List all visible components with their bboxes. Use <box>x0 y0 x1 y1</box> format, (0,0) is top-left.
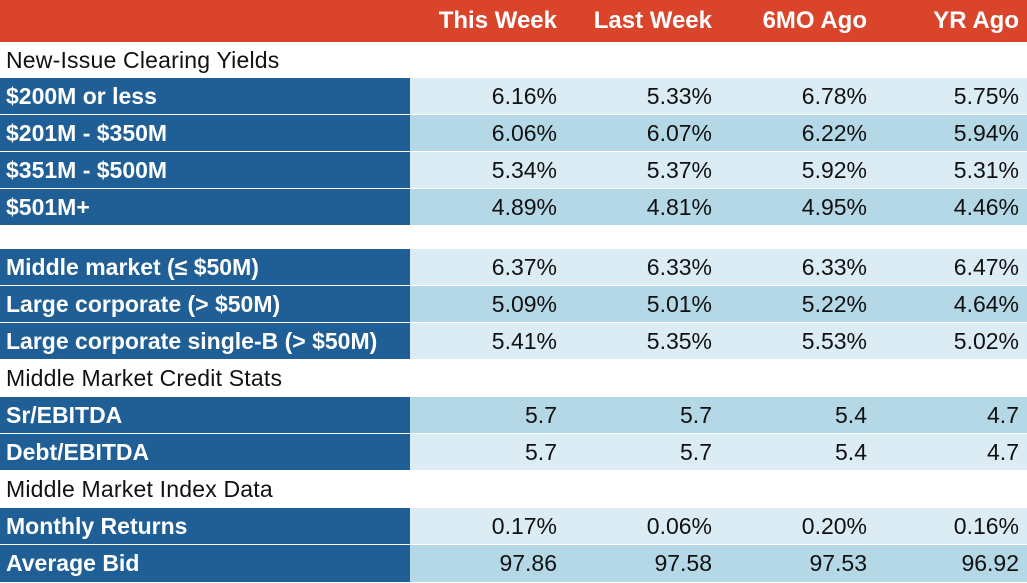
row-label: Average Bid <box>0 545 410 583</box>
cell-last-week: 5.7 <box>565 434 720 471</box>
cell-last-week: 0.06% <box>565 508 720 545</box>
section-title-credit-stats: Middle Market Credit Stats <box>0 360 1027 397</box>
cell-yr-ago: 96.92 <box>875 545 1027 583</box>
table-row: $201M - $350M 6.06% 6.07% 6.22% 5.94% <box>0 115 1027 152</box>
cell-last-week: 6.07% <box>565 115 720 152</box>
cell-6mo-ago: 5.4 <box>720 434 875 471</box>
cell-last-week: 4.81% <box>565 189 720 226</box>
header-last-week: Last Week <box>593 7 712 34</box>
cell-last-week: 6.33% <box>565 249 720 286</box>
cell-this-week: 5.7 <box>410 397 565 434</box>
cell-this-week: 6.06% <box>410 115 565 152</box>
cell-yr-ago: 6.47% <box>875 249 1027 286</box>
cell-6mo-ago: 6.78% <box>720 78 875 115</box>
header-blank <box>0 0 410 42</box>
cell-yr-ago: 0.16% <box>875 508 1027 545</box>
table-row: Middle market (≤ $50M) 6.37% 6.33% 6.33%… <box>0 249 1027 286</box>
row-label: $201M - $350M <box>0 115 410 152</box>
spacer <box>0 226 1027 240</box>
row-label: Sr/EBITDA <box>0 397 410 434</box>
cell-6mo-ago: 6.33% <box>720 249 875 286</box>
cell-this-week: 6.16% <box>410 78 565 115</box>
section-label: New-Issue Clearing Yields <box>6 46 280 73</box>
cell-6mo-ago: 97.53 <box>720 545 875 583</box>
table-row: Average Bid 97.86 97.58 97.53 96.92 <box>0 545 1027 583</box>
cell-6mo-ago: 5.4 <box>720 397 875 434</box>
row-label: $351M - $500M <box>0 152 410 189</box>
cell-last-week: 5.37% <box>565 152 720 189</box>
cell-this-week: 0.17% <box>410 508 565 545</box>
cell-this-week: 5.34% <box>410 152 565 189</box>
cell-6mo-ago: 5.92% <box>720 152 875 189</box>
cell-this-week: 4.89% <box>410 189 565 226</box>
cell-this-week: 5.7 <box>410 434 565 471</box>
cell-yr-ago: 4.7 <box>875 397 1027 434</box>
cell-yr-ago: 4.7 <box>875 434 1027 471</box>
cell-6mo-ago: 0.20% <box>720 508 875 545</box>
table-row: Sr/EBITDA 5.7 5.7 5.4 4.7 <box>0 397 1027 434</box>
cell-yr-ago: 5.94% <box>875 115 1027 152</box>
section-label: Middle Market Credit Stats <box>6 365 283 391</box>
row-label: Large corporate (> $50M) <box>0 286 410 323</box>
cell-this-week: 97.86 <box>410 545 565 583</box>
cell-last-week: 5.35% <box>565 323 720 360</box>
table-row: $200M or less 6.16% 5.33% 6.78% 5.75% <box>0 78 1027 115</box>
row-label: $200M or less <box>0 78 410 115</box>
row-label: $501M+ <box>0 189 410 226</box>
section-label: Middle Market Index Data <box>6 476 273 502</box>
table-header: This Week Last Week 6MO Ago YR Ago <box>0 0 1027 42</box>
cell-yr-ago: 4.64% <box>875 286 1027 323</box>
cell-last-week: 5.7 <box>565 397 720 434</box>
row-label: Monthly Returns <box>0 508 410 545</box>
table-row: Debt/EBITDA 5.7 5.7 5.4 4.7 <box>0 434 1027 471</box>
cell-yr-ago: 5.31% <box>875 152 1027 189</box>
cell-6mo-ago: 4.95% <box>720 189 875 226</box>
row-label: Debt/EBITDA <box>0 434 410 471</box>
cell-6mo-ago: 5.22% <box>720 286 875 323</box>
table-row: Large corporate single-B (> $50M) 5.41% … <box>0 323 1027 360</box>
section-title-clearing-yields: New-Issue Clearing Yields <box>0 42 1027 78</box>
cell-last-week: 5.01% <box>565 286 720 323</box>
cell-6mo-ago: 6.22% <box>720 115 875 152</box>
cell-yr-ago: 5.02% <box>875 323 1027 360</box>
table-row: Monthly Returns 0.17% 0.06% 0.20% 0.16% <box>0 508 1027 545</box>
row-label: Middle market (≤ $50M) <box>0 249 410 286</box>
header-this-week: This Week <box>438 7 557 34</box>
cell-this-week: 5.41% <box>410 323 565 360</box>
header-6mo-ago: 6MO Ago <box>762 7 867 34</box>
cell-this-week: 6.37% <box>410 249 565 286</box>
cell-yr-ago: 4.46% <box>875 189 1027 226</box>
cell-last-week: 5.33% <box>565 78 720 115</box>
table-row: $351M - $500M 5.34% 5.37% 5.92% 5.31% <box>0 152 1027 189</box>
row-label: Large corporate single-B (> $50M) <box>0 323 410 360</box>
cell-this-week: 5.09% <box>410 286 565 323</box>
table-row: Large corporate (> $50M) 5.09% 5.01% 5.2… <box>0 286 1027 323</box>
header-yr-ago: YR Ago <box>933 7 1019 34</box>
section-title-index-data: Middle Market Index Data <box>0 471 1027 508</box>
table-row: $501M+ 4.89% 4.81% 4.95% 4.46% <box>0 189 1027 226</box>
cell-6mo-ago: 5.53% <box>720 323 875 360</box>
cell-yr-ago: 5.75% <box>875 78 1027 115</box>
cell-last-week: 97.58 <box>565 545 720 583</box>
